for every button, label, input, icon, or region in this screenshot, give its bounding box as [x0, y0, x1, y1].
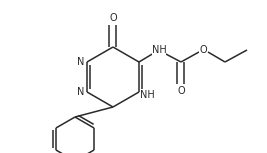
Text: NH: NH: [140, 90, 154, 100]
Text: N: N: [77, 57, 85, 67]
Text: O: O: [177, 86, 185, 96]
Text: O: O: [199, 45, 207, 55]
Text: N: N: [77, 87, 85, 97]
Text: O: O: [109, 13, 117, 23]
Text: NH: NH: [152, 45, 166, 55]
